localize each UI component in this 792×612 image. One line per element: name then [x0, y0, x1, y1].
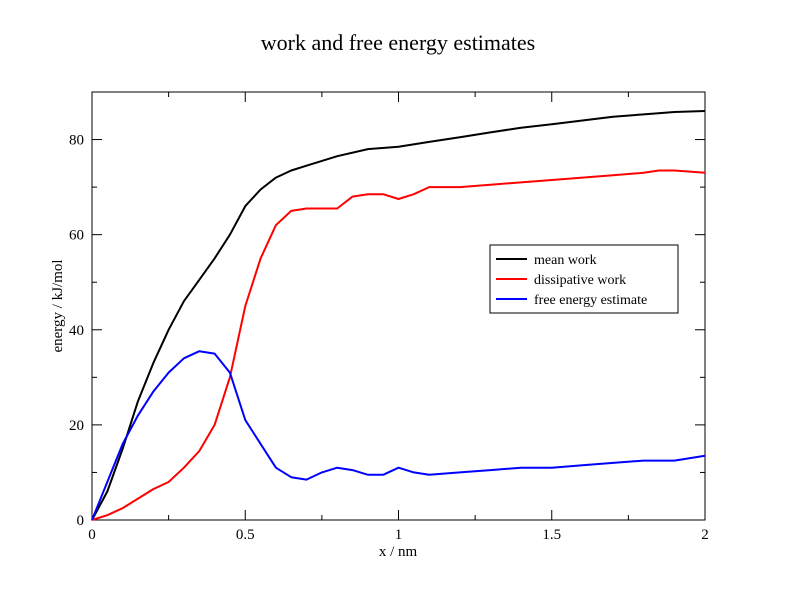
legend-entries: mean work dissipative work free energy est… — [496, 253, 647, 308]
x-tick-label: 2 — [701, 527, 709, 543]
series-layer — [91, 110, 706, 521]
legend: mean work dissipative work free energy est… — [489, 244, 679, 314]
x-tick-label: 0.5 — [236, 527, 255, 543]
series-line-mean-work — [91, 110, 706, 521]
x-tick-label: 1.5 — [542, 527, 561, 543]
chart-title: work and free energy estimates — [261, 30, 535, 55]
y-tick-label: 0 — [77, 513, 85, 529]
x-tick-label: 1 — [395, 527, 403, 543]
x-tick-label: 0 — [88, 527, 96, 543]
y-tick-label: 80 — [69, 133, 84, 149]
x-axis-label: x / nm — [379, 544, 418, 560]
y-tick-label: 60 — [69, 228, 84, 244]
y-tick-label: 40 — [69, 323, 84, 339]
y-axis-label: energy / kJ/mol — [50, 259, 66, 352]
legend-label-dissipative-work: dissipative work — [534, 273, 626, 288]
y-tick-label: 20 — [69, 418, 84, 434]
legend-label-free-energy-estimate: free energy estimate — [534, 293, 647, 308]
series-line-free-energy-estimate — [91, 350, 706, 521]
legend-label-mean-work: mean work — [534, 253, 597, 268]
series-line-dissipative-work — [91, 169, 706, 521]
